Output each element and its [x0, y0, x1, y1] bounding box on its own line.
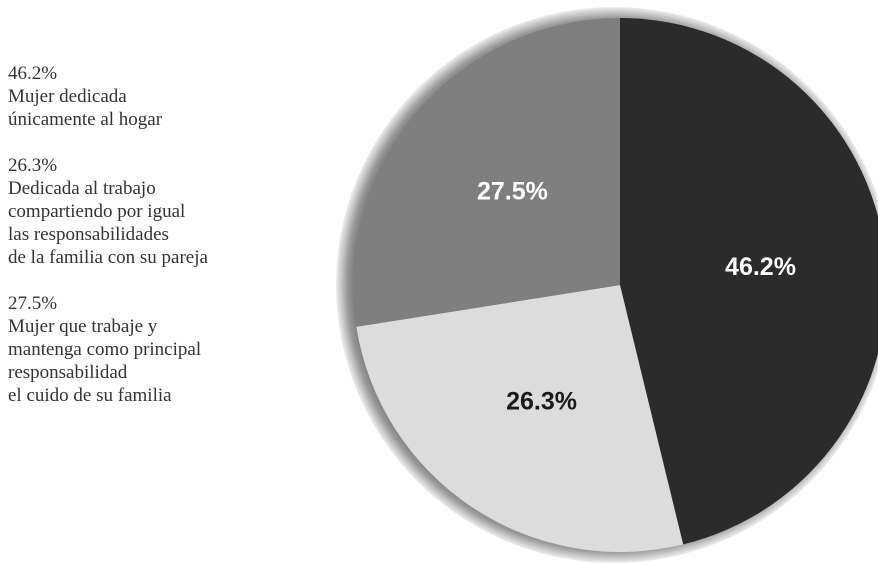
legend: 46.2% Mujer dedicada únicamente al hogar 2…	[8, 62, 308, 430]
legend-value: 27.5%	[8, 293, 58, 314]
legend-entry: 46.2% Mujer dedicada únicamente al hogar	[8, 62, 308, 131]
slice-label: 26.3%	[506, 387, 577, 415]
legend-value: 46.2%	[8, 63, 58, 84]
legend-entry: 26.3% Dedicada al trabajo compartiendo po…	[8, 154, 308, 269]
legend-label: Mujer que trabaje y mantenga como princi…	[8, 316, 202, 406]
pie-slice	[356, 285, 684, 552]
legend-value: 26.3%	[8, 155, 58, 176]
legend-label: Dedicada al trabajo compartiendo por igu…	[8, 178, 208, 268]
slice-label: 27.5%	[477, 178, 548, 206]
legend-entry: 27.5% Mujer que trabaje y mantenga como p…	[8, 292, 308, 407]
slice-label: 46.2%	[725, 253, 796, 281]
pie-slice	[353, 18, 620, 327]
pie-slice	[620, 18, 878, 545]
legend-label: Mujer dedicada únicamente al hogar	[8, 86, 163, 130]
